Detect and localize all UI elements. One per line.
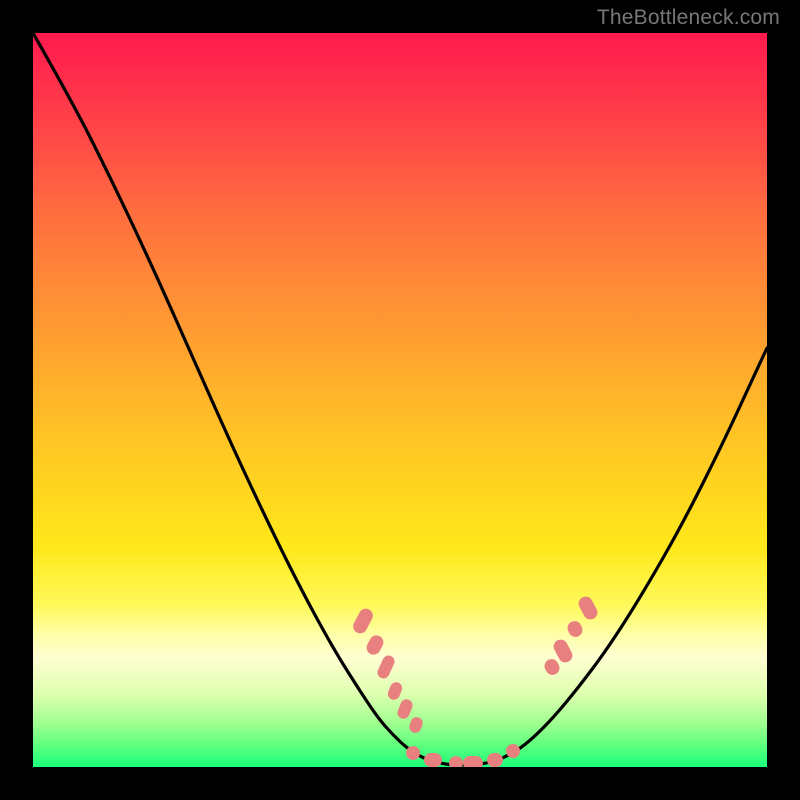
marker-point [406, 746, 420, 760]
chart-svg [33, 33, 767, 767]
marker-point [506, 744, 520, 758]
marker-point [396, 697, 415, 720]
marker-point [375, 654, 396, 681]
marker-point [542, 657, 562, 678]
marker-point [386, 680, 404, 701]
marker-point [463, 756, 483, 767]
marker-group [351, 594, 600, 767]
marker-point [576, 594, 600, 622]
marker-point [364, 633, 386, 657]
marker-point [449, 756, 463, 767]
marker-point [351, 606, 376, 636]
bottleneck-curve [33, 33, 767, 765]
marker-point [565, 619, 585, 640]
plot-area [33, 33, 767, 767]
watermark-text: TheBottleneck.com [597, 6, 780, 30]
marker-point [408, 715, 425, 734]
marker-point [424, 753, 442, 767]
marker-point [487, 753, 503, 767]
